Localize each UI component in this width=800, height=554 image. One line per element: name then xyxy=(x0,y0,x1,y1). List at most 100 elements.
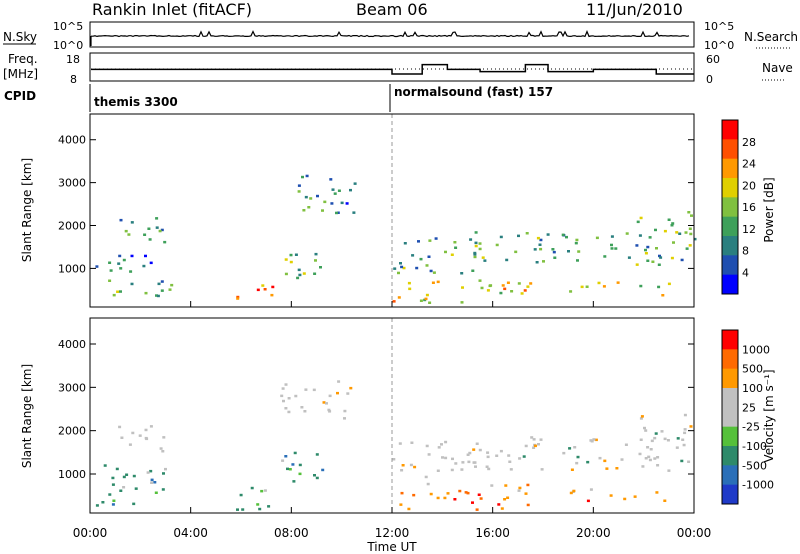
power-cell xyxy=(514,250,518,254)
velocity-cell xyxy=(687,460,691,463)
power-cell xyxy=(297,190,301,193)
power-cell xyxy=(298,273,302,277)
power-cell xyxy=(349,188,352,192)
velocity-cell xyxy=(392,458,396,461)
velocity-cell xyxy=(263,489,267,492)
power-panel: 1000 2000 3000 4000 Slant Range [km] 28 24 20… xyxy=(20,113,776,308)
power-cell xyxy=(678,232,682,235)
colorbar-tick-label: 20 xyxy=(742,179,756,192)
power-cell xyxy=(495,243,499,247)
power-cell xyxy=(670,256,674,260)
velocity-cell xyxy=(676,437,680,440)
velocity-cell xyxy=(524,492,528,495)
power-cell xyxy=(353,182,357,185)
power-cell xyxy=(610,235,614,238)
velocity-cell xyxy=(524,444,528,448)
power-cell xyxy=(616,281,620,284)
velocity-cell xyxy=(620,458,624,461)
velocity-cell xyxy=(575,461,579,465)
power-cell xyxy=(546,233,550,236)
velocity-cell xyxy=(409,463,413,467)
velocity-cell xyxy=(605,467,609,470)
power-cell xyxy=(160,280,164,283)
date-title: 11/Jun/2010 xyxy=(586,0,683,19)
velocity-cell xyxy=(598,456,602,460)
velocity-cell xyxy=(508,460,512,463)
velocity-cell xyxy=(154,491,158,494)
power-cell xyxy=(553,256,557,259)
velocity-cell xyxy=(649,448,653,451)
velocity-cell xyxy=(572,489,576,493)
velocity-cell xyxy=(450,468,454,472)
velocity-cell xyxy=(288,468,292,471)
velocity-ylabel: Slant Range [km] xyxy=(20,364,34,468)
power-cell xyxy=(501,284,505,287)
power-cell xyxy=(460,272,464,275)
power-cell xyxy=(109,269,113,272)
power-cell xyxy=(143,233,147,236)
colorbar-swatch xyxy=(722,158,738,179)
power-cell xyxy=(614,247,618,250)
power-cell xyxy=(644,248,647,252)
velocity-cell xyxy=(478,448,482,452)
nave-tick-top: 60 xyxy=(706,53,720,66)
power-cell xyxy=(130,221,134,224)
velocity-cell xyxy=(258,507,262,511)
power-cell xyxy=(116,290,120,293)
velocity-cell xyxy=(666,439,670,442)
power-cell xyxy=(302,209,306,212)
velocity-cell xyxy=(125,473,129,476)
velocity-cell xyxy=(589,439,593,442)
power-cell xyxy=(309,197,313,200)
colorbar-swatch xyxy=(722,330,738,350)
power-cell xyxy=(236,297,240,300)
power-cell xyxy=(331,188,335,191)
power-cell xyxy=(436,280,440,284)
power-cell xyxy=(551,248,555,251)
power-cell xyxy=(523,289,527,292)
velocity-cell xyxy=(401,464,405,467)
power-cell xyxy=(486,289,490,292)
power-cell xyxy=(147,227,151,230)
power-cell xyxy=(296,276,300,280)
time-x-axis: 00:00 04:00 08:00 12:00 16:00 20:00 00:00 xyxy=(73,301,711,540)
velocity-cell xyxy=(639,417,643,420)
nsearch-tick-top: 10^5 xyxy=(704,20,734,33)
power-cell xyxy=(453,241,457,244)
power-cell xyxy=(270,293,274,297)
velocity-cell xyxy=(570,468,574,471)
power-cell xyxy=(639,284,643,288)
colorbar-swatch xyxy=(722,274,738,295)
x-tick-label: 04:00 xyxy=(173,526,208,540)
power-cell xyxy=(284,272,288,276)
power-cell xyxy=(271,285,275,289)
power-cell xyxy=(659,256,663,259)
velocity-cell xyxy=(250,486,254,490)
power-cell xyxy=(289,260,293,264)
velocity-cell xyxy=(321,468,325,472)
power-cell xyxy=(335,211,338,215)
power-cell xyxy=(667,282,671,286)
nave-label: Nave xyxy=(762,61,793,75)
velocity-cell xyxy=(441,456,444,459)
power-cell xyxy=(407,281,411,285)
power-cell xyxy=(473,253,477,256)
power-cell xyxy=(408,287,412,291)
power-cell xyxy=(428,301,432,304)
velocity-cell xyxy=(407,507,411,511)
velocity-cell xyxy=(540,468,544,471)
velocity-cell xyxy=(532,446,536,449)
power-cell xyxy=(602,285,606,288)
colorbar-swatch xyxy=(722,426,738,447)
velocity-cell xyxy=(410,441,414,444)
power-cell xyxy=(639,216,643,220)
power-cell xyxy=(393,267,397,270)
velocity-cell xyxy=(281,387,285,390)
power-cell xyxy=(434,237,438,240)
velocity-cell xyxy=(436,496,440,500)
colorbar-swatch xyxy=(722,446,738,466)
velocity-cell xyxy=(471,501,474,504)
power-cell xyxy=(471,269,475,272)
power-cell xyxy=(603,255,607,258)
